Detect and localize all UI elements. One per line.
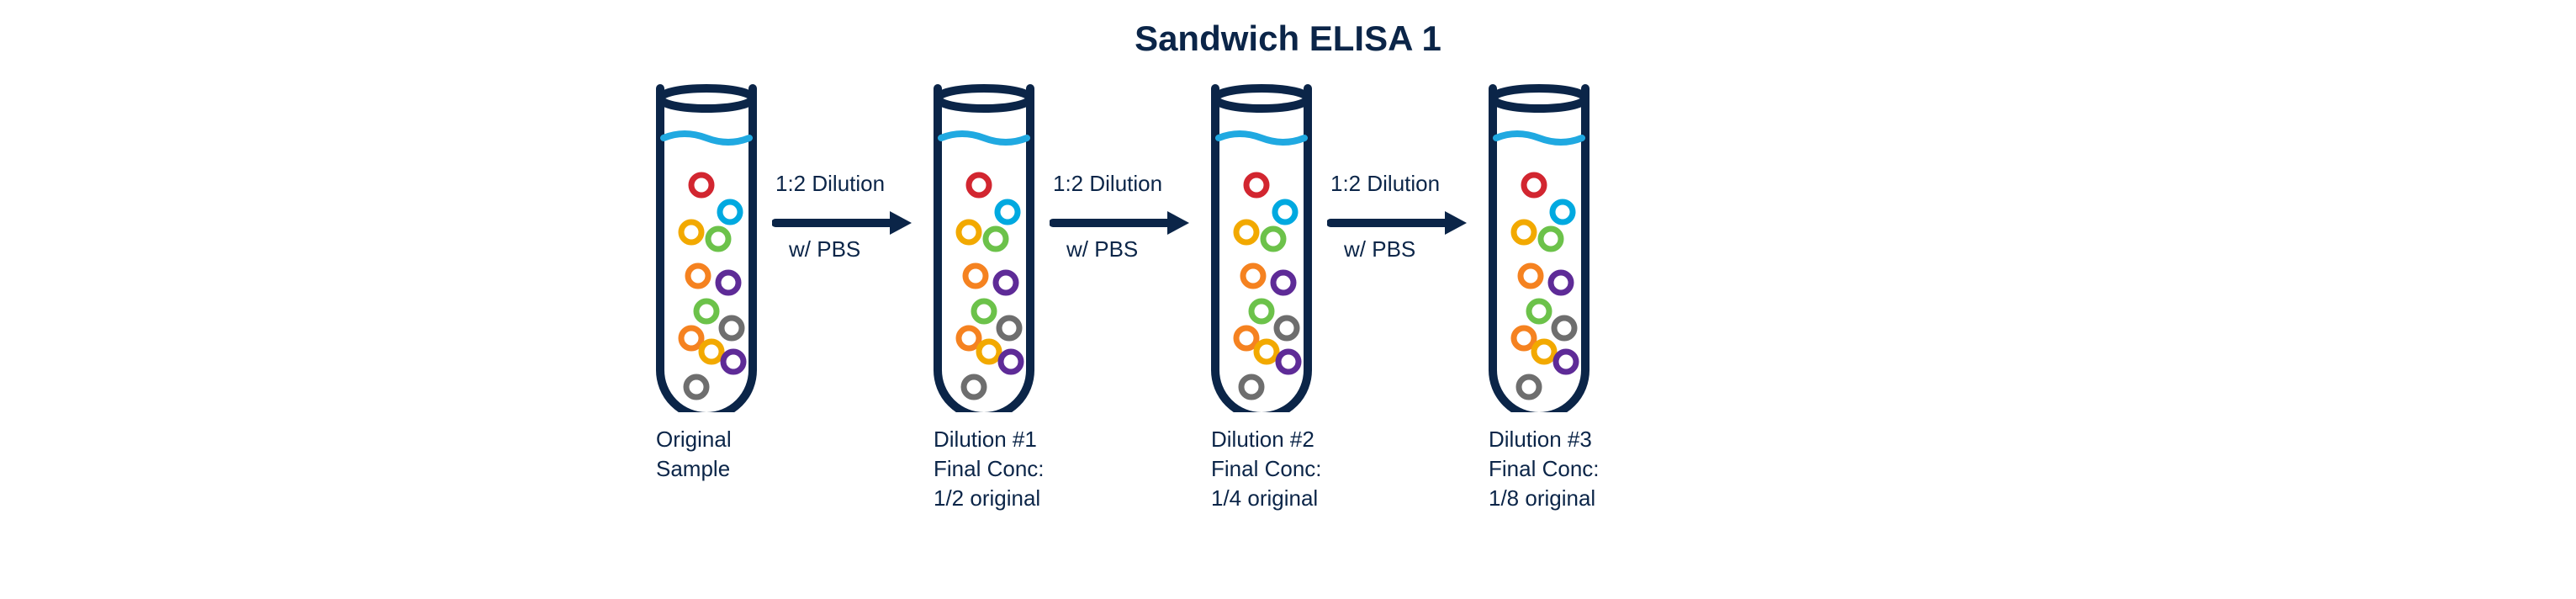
- particle-ring: [686, 377, 706, 397]
- particle-ring: [1275, 202, 1295, 222]
- particle-ring: [688, 266, 708, 286]
- liquid-surface: [1496, 134, 1582, 142]
- arrow-icon: [1327, 206, 1470, 240]
- particle-ring: [1534, 342, 1554, 362]
- test-tube: [1211, 84, 1312, 412]
- particle-ring: [969, 175, 989, 195]
- particle-ring: [681, 222, 701, 242]
- particle-ring: [1273, 273, 1293, 293]
- particle-ring: [1514, 328, 1534, 348]
- particle-ring: [959, 328, 979, 348]
- diagram-canvas: Sandwich ELISA 1 1:2 Dilutionw/ PBS: [0, 0, 2576, 599]
- particle-ring: [696, 301, 717, 321]
- liquid-surface: [664, 134, 749, 142]
- tube-opening: [938, 88, 1030, 109]
- tube-caption: Original Sample: [656, 425, 732, 484]
- arrow-label-top: 1:2 Dilution: [1330, 171, 1440, 197]
- particle-ring: [1541, 229, 1561, 249]
- dilution-arrow: 1:2 Dilutionw/ PBS: [1327, 206, 1470, 240]
- arrow-label-top: 1:2 Dilution: [775, 171, 885, 197]
- tube-caption: Dilution #3 Final Conc: 1/8 original: [1489, 425, 1600, 513]
- arrow-label-bottom: w/ PBS: [1344, 236, 1415, 262]
- tube-opening: [1493, 88, 1585, 109]
- arrow-icon: [1050, 206, 1193, 240]
- particle-ring: [701, 342, 722, 362]
- particle-ring: [1514, 222, 1534, 242]
- particle-ring: [1529, 301, 1549, 321]
- tube-opening: [1215, 88, 1308, 109]
- particle-ring: [959, 222, 979, 242]
- particle-ring: [1277, 318, 1297, 338]
- particle-ring: [1243, 266, 1263, 286]
- test-tube-icon: [656, 84, 757, 412]
- particle-ring: [723, 352, 743, 372]
- particle-ring: [718, 273, 738, 293]
- particle-ring: [1236, 222, 1256, 242]
- particle-ring: [722, 318, 742, 338]
- arrow-label-bottom: w/ PBS: [1066, 236, 1138, 262]
- tube-caption: Dilution #2 Final Conc: 1/4 original: [1211, 425, 1322, 513]
- dilution-arrow: 1:2 Dilutionw/ PBS: [772, 206, 915, 240]
- test-tube: [934, 84, 1034, 412]
- particle-ring: [965, 266, 986, 286]
- arrow-icon: [772, 206, 915, 240]
- particle-ring: [691, 175, 711, 195]
- particle-ring: [996, 273, 1016, 293]
- diagram-title: Sandwich ELISA 1: [0, 19, 2576, 59]
- particle-ring: [1556, 352, 1576, 372]
- particle-ring: [979, 342, 999, 362]
- particle-ring: [1236, 328, 1256, 348]
- particle-ring: [1278, 352, 1299, 372]
- particle-ring: [708, 229, 728, 249]
- tube-caption: Dilution #1 Final Conc: 1/2 original: [934, 425, 1045, 513]
- particle-ring: [1524, 175, 1544, 195]
- particle-ring: [964, 377, 984, 397]
- test-tube-icon: [934, 84, 1034, 412]
- particle-ring: [999, 318, 1019, 338]
- particle-ring: [1241, 377, 1262, 397]
- particle-ring: [1552, 202, 1573, 222]
- particle-ring: [1246, 175, 1267, 195]
- particle-ring: [681, 328, 701, 348]
- arrow-label-top: 1:2 Dilution: [1053, 171, 1162, 197]
- particle-ring: [974, 301, 994, 321]
- particle-ring: [997, 202, 1018, 222]
- liquid-surface: [941, 134, 1027, 142]
- dilution-arrow: 1:2 Dilutionw/ PBS: [1050, 206, 1193, 240]
- test-tube-icon: [1211, 84, 1312, 412]
- test-tube: [656, 84, 757, 412]
- particle-ring: [1251, 301, 1272, 321]
- particle-ring: [1519, 377, 1539, 397]
- particle-ring: [1521, 266, 1541, 286]
- particle-ring: [720, 202, 740, 222]
- arrow-label-bottom: w/ PBS: [789, 236, 860, 262]
- particle-ring: [1263, 229, 1283, 249]
- particle-ring: [1554, 318, 1574, 338]
- test-tube-icon: [1489, 84, 1590, 412]
- particle-ring: [1001, 352, 1021, 372]
- particle-ring: [1551, 273, 1571, 293]
- particle-ring: [986, 229, 1006, 249]
- particle-ring: [1256, 342, 1277, 362]
- liquid-surface: [1219, 134, 1304, 142]
- tube-opening: [660, 88, 753, 109]
- test-tube: [1489, 84, 1590, 412]
